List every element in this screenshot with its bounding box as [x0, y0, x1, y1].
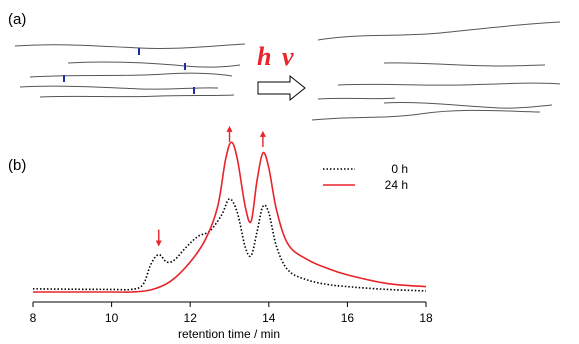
polymer-chain [14, 43, 246, 50]
chromatogram-plot: 8 10 12 14 16 18 retention time / min [30, 125, 433, 341]
panel-b-label: (b) [8, 157, 26, 174]
degraded-polymer-chains [311, 21, 561, 121]
polymer-chain [383, 62, 546, 67]
legend-label-24h: 24 h [385, 178, 408, 192]
x-tick-label: 12 [184, 311, 198, 325]
polymer-chain [67, 61, 241, 68]
x-tick-label: 10 [105, 311, 119, 325]
x-tick-label: 18 [419, 311, 433, 325]
panel-a-label: (a) [8, 11, 26, 28]
polymer-chain [311, 109, 541, 121]
crosslinked-polymer-chains [14, 43, 246, 98]
x-tick-label: 8 [30, 311, 37, 325]
polymer-chain [317, 21, 561, 41]
arrow-up-icon [226, 125, 233, 142]
photon-nu: ν [282, 42, 294, 71]
reaction-arrow-icon [257, 74, 306, 102]
x-tick-label: 16 [341, 311, 355, 325]
polymer-chain [383, 102, 553, 109]
legend: 0 h 24 h [323, 162, 408, 192]
polymer-chain [39, 94, 235, 98]
polymer-chain [29, 72, 233, 78]
series-line-24h [33, 141, 427, 293]
polymer-chain [19, 85, 219, 90]
legend-label-0h: 0 h [391, 162, 408, 176]
photon-symbol: h ν [257, 42, 294, 71]
arrow-up-icon [259, 130, 266, 147]
crosslinks [63, 48, 195, 94]
peak-arrows [155, 125, 266, 247]
polymer-chain [337, 82, 561, 86]
x-axis-title: retention time / min [178, 327, 280, 341]
x-ticks: 8 10 12 14 16 18 [30, 302, 433, 325]
x-tick-label: 14 [262, 311, 276, 325]
series-line-0h [32, 198, 427, 292]
photon-h: h [257, 42, 271, 71]
polymer-chain [317, 97, 396, 100]
series-lines [32, 141, 427, 293]
arrow-down-icon [155, 229, 162, 247]
